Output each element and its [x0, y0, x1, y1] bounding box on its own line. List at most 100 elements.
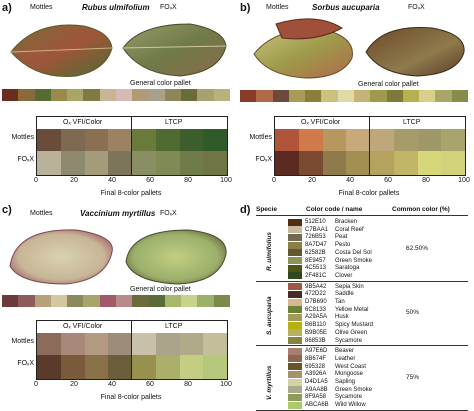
color-name: Spicy Mustard	[335, 322, 374, 329]
palette-swatch	[132, 295, 149, 307]
fox-color-cell	[322, 151, 347, 175]
mottles-color-cell	[108, 333, 132, 355]
color-code: D7B690	[305, 299, 327, 305]
color-row: 4C5513 Saratoga	[288, 264, 359, 272]
color-row: ABCA6B Wild Willow	[288, 401, 366, 409]
palette-label: General color pallet	[358, 81, 419, 88]
mottles-color-cell	[84, 333, 109, 355]
color-name: Tan	[335, 299, 345, 305]
palette-swatch	[67, 89, 84, 101]
color-code: 8E9457	[305, 257, 326, 264]
color-code: C7BAA1	[305, 226, 329, 233]
fox-color-cell	[346, 151, 370, 175]
x-tick-label: 20	[308, 177, 316, 184]
fox-color-cell	[108, 355, 132, 379]
row-label-fox: FOₓX	[255, 156, 272, 163]
fox-color-cell	[370, 151, 394, 175]
mottles-color-cell	[155, 333, 180, 355]
section-divider	[131, 116, 132, 176]
fox-color-cell	[275, 151, 299, 175]
color-row: 8E9457 Green Smoke	[288, 257, 372, 265]
group-rule	[256, 280, 468, 282]
color-code: A29A5A	[305, 314, 328, 321]
mottles-color-cell	[417, 129, 442, 151]
color-row: 2F481C Clover	[288, 272, 352, 280]
fox-color-cell	[417, 151, 442, 175]
palette-swatch	[181, 295, 198, 307]
mottles-color-cell	[155, 129, 180, 151]
mottles-color-cell	[203, 129, 227, 151]
color-swatch	[288, 355, 302, 363]
mottles-color-cell	[179, 333, 204, 355]
color-row: 8A7D47 Pesto	[288, 241, 350, 249]
color-swatch	[288, 249, 302, 257]
color-swatch	[288, 272, 302, 280]
panel-label: c)	[2, 204, 12, 216]
color-code: 8F9A58	[305, 394, 327, 401]
x-tick-label: 80	[184, 177, 192, 184]
panel-a: a) Mottles Rubus ulmifolium FOₓX General…	[0, 0, 236, 200]
palette-swatch	[83, 89, 100, 101]
color-row: 512E10 Bracken	[288, 218, 357, 226]
palette-swatch	[18, 89, 35, 101]
palette-swatch	[164, 89, 182, 101]
x-tick-label: 80	[184, 381, 192, 388]
color-code: 472D22	[305, 291, 327, 298]
header-color-code: Color code / name	[306, 206, 363, 213]
color-code: A97E6D	[305, 348, 328, 355]
fox-color-cell	[203, 355, 227, 379]
color-swatch	[288, 233, 302, 241]
color-code: 695328	[305, 363, 326, 370]
color-row: 9B5A42 Sepia Skin	[288, 283, 364, 291]
fox-color-cell	[155, 355, 180, 379]
fox-color-cell	[108, 151, 132, 175]
final-palette-grid: Oₓ VFI/Color LTCP	[36, 116, 228, 176]
left-header: Oₓ VFI/Color	[301, 119, 341, 126]
palette-swatch	[99, 295, 116, 307]
palette-label: General color pallet	[130, 286, 191, 293]
palette-swatch	[435, 90, 452, 102]
row-label-mottles: Mottles	[11, 338, 34, 345]
color-code: D4D1A5	[305, 379, 328, 385]
palette-swatch	[99, 89, 116, 101]
palette-swatch	[34, 295, 51, 307]
header-rule	[256, 215, 468, 216]
palette-swatch	[213, 89, 230, 101]
palette-swatch	[213, 295, 230, 307]
fox-color-cell	[155, 151, 180, 175]
fox-color-cell	[203, 151, 227, 175]
color-row: 8B674F Leather	[288, 355, 355, 363]
palette-swatch	[337, 90, 354, 102]
color-code: 4C5513	[305, 265, 327, 272]
x-tick-label: 80	[422, 177, 430, 184]
color-swatch	[288, 329, 302, 337]
color-code: 2F481C	[305, 272, 327, 279]
color-name: Wild Willow	[335, 402, 366, 409]
header-specie: Specie	[256, 206, 277, 213]
color-swatch	[288, 363, 302, 371]
palette-swatch	[115, 295, 133, 307]
color-swatch	[288, 401, 302, 409]
fox-color-cell	[441, 151, 465, 175]
palette-swatch	[272, 90, 289, 102]
x-axis-label: Final 8-color pallets	[338, 190, 400, 197]
color-row: 62582B Costa Del Sol	[288, 249, 372, 257]
x-tick-label: 100	[220, 177, 232, 184]
right-header: LTCP	[165, 119, 183, 126]
palette-swatch	[34, 89, 51, 101]
leaf-mottles-image	[10, 24, 113, 77]
row-label-fox: FOₓX	[17, 360, 34, 367]
color-swatch	[288, 241, 302, 249]
general-color-palette	[2, 295, 230, 307]
species-name: Rubus ulmifolium	[82, 3, 150, 12]
species-name: Vaccinium myrtillus	[80, 209, 156, 218]
color-swatch	[288, 393, 302, 401]
color-code: B6B110	[305, 322, 326, 329]
fox-color-cell	[179, 355, 204, 379]
color-code: A3926A	[305, 371, 327, 378]
color-code: 62582B	[305, 249, 326, 256]
fox-color-cell	[132, 355, 156, 379]
color-swatch	[288, 218, 302, 226]
x-tick-label: 100	[458, 177, 470, 184]
group-rule	[256, 345, 468, 347]
